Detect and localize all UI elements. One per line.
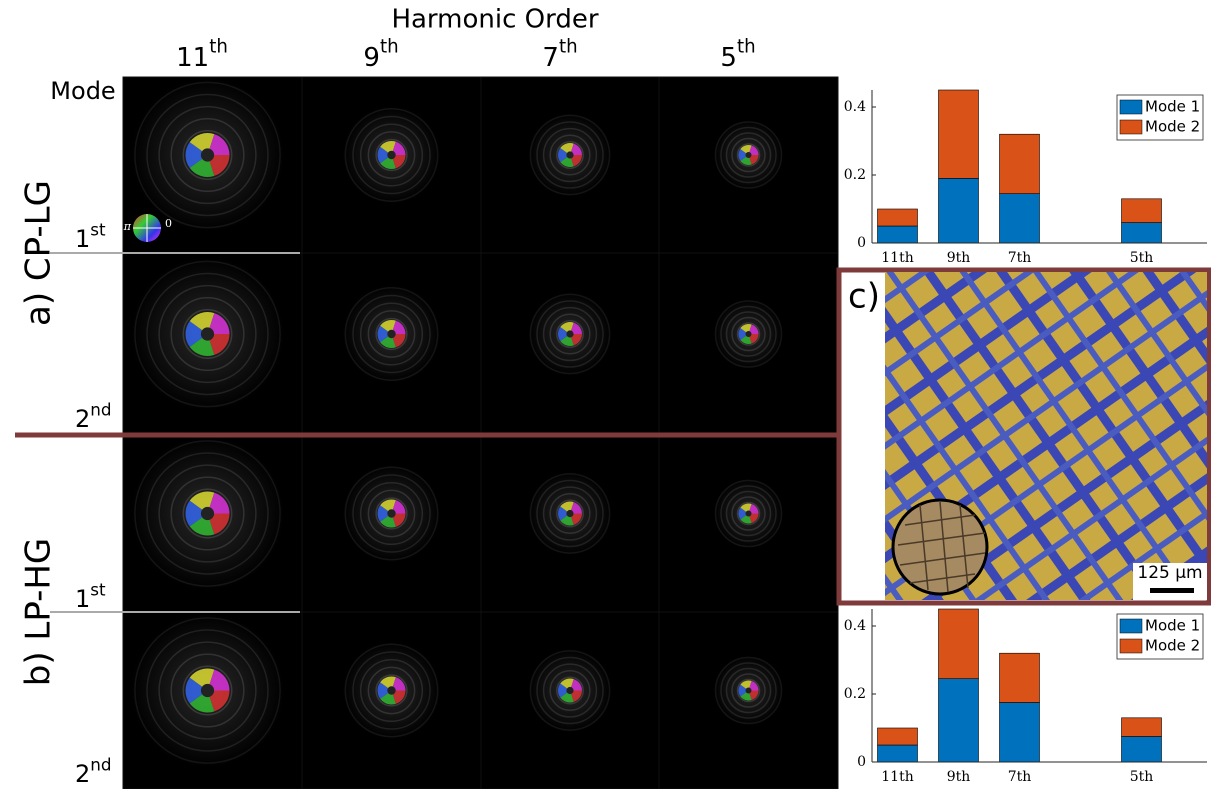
bar [1122, 199, 1162, 223]
bar [878, 209, 918, 226]
legend-label: Mode 1 [1145, 617, 1200, 635]
y-tick-label: 0.4 [844, 618, 866, 634]
beam-center [746, 152, 752, 158]
scale-bar-label: 125 μm [1137, 563, 1202, 583]
label-sup: nd [90, 399, 111, 419]
row-group-label: a) CP-LG [19, 180, 59, 326]
panel-label: c) [848, 277, 880, 317]
label-sup: nd [90, 754, 111, 774]
phase-label: 0 [165, 217, 172, 230]
bar [1000, 653, 1040, 702]
bar [1000, 703, 1040, 763]
x-tick-label: 11th [881, 769, 913, 785]
beam-center [746, 511, 752, 517]
x-tick-label: 5th [1130, 250, 1154, 266]
legend-swatch [1120, 100, 1142, 114]
bar [1000, 134, 1040, 194]
figure-canvas: 125 μm c) Harmonic Order Mode a) CP-LG b… [0, 0, 1211, 789]
label-sup: th [737, 37, 756, 58]
beam-center [387, 151, 395, 159]
label-sup: th [380, 37, 399, 58]
beam-center [201, 148, 214, 161]
beam-center [201, 327, 214, 340]
bar [939, 609, 979, 679]
beam-center [201, 684, 214, 697]
legend-label: Mode 2 [1145, 637, 1200, 655]
label-base: 1 [75, 225, 90, 253]
legend-label: Mode 1 [1145, 98, 1200, 116]
label-sup: st [90, 219, 106, 239]
label-sup: th [559, 37, 578, 58]
sup-label: 7th [542, 37, 577, 73]
y-tick-label: 0 [857, 235, 866, 251]
bar [878, 226, 918, 243]
beam-center [746, 331, 752, 337]
y-tick-label: 0 [857, 754, 866, 770]
x-tick-label: 7th [1008, 250, 1032, 266]
beam-center [566, 330, 573, 337]
sup-label: 2nd [75, 399, 112, 433]
sup-label: 9th [363, 37, 398, 73]
figure-title: Harmonic Order [391, 5, 598, 35]
label-base: 9 [363, 43, 380, 73]
label-base: 5 [720, 43, 737, 73]
phase-label: π [123, 220, 132, 233]
legend-label: Mode 2 [1145, 118, 1200, 136]
x-tick-label: 9th [947, 250, 971, 266]
label-base: 2 [75, 405, 90, 433]
x-tick-label: 11th [881, 250, 913, 266]
beam-center [387, 330, 395, 338]
figure: 125 μm c) Harmonic Order Mode a) CP-LG b… [0, 0, 1211, 789]
sup-label: 1st [75, 579, 106, 613]
bar [1122, 223, 1162, 243]
label-base: 7 [542, 43, 559, 73]
x-tick-label: 5th [1130, 769, 1154, 785]
label-base: 1 [75, 585, 90, 613]
sup-label: 2nd [75, 754, 112, 788]
mode-label: Mode [50, 77, 115, 105]
scale-bar [1150, 588, 1194, 593]
bar [939, 90, 979, 178]
legend-swatch [1120, 619, 1142, 633]
bar [1122, 737, 1162, 763]
row-group-label: b) LP-HG [19, 538, 59, 687]
y-tick-label: 0.2 [844, 167, 866, 183]
beam-center [387, 686, 395, 694]
bar [939, 679, 979, 762]
inset-circle [893, 500, 987, 594]
y-tick-label: 0.2 [844, 686, 866, 702]
bar [1122, 718, 1162, 737]
label-base: 11 [176, 43, 209, 73]
label-base: 2 [75, 760, 90, 788]
beam-center [387, 509, 395, 517]
beam-center [566, 151, 573, 158]
label-sup: th [209, 37, 228, 58]
y-tick-label: 0.4 [844, 99, 866, 115]
sup-label: 1st [75, 219, 106, 253]
x-tick-label: 9th [947, 769, 971, 785]
sup-label: 11th [176, 37, 228, 73]
bar [878, 745, 918, 762]
bar [1000, 194, 1040, 243]
bar [878, 728, 918, 745]
beam-center [201, 507, 214, 520]
sup-label: 5th [720, 37, 755, 73]
legend-swatch [1120, 639, 1142, 653]
beam-center [566, 687, 573, 694]
bar [939, 178, 979, 243]
beam-center [746, 688, 752, 694]
legend-swatch [1120, 120, 1142, 134]
x-tick-label: 7th [1008, 769, 1032, 785]
beam-center [566, 510, 573, 517]
label-sup: st [90, 579, 106, 599]
